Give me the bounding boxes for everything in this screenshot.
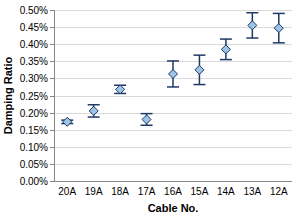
tick-label: 0.40% [20, 39, 48, 50]
tick-label: 0.10% [20, 142, 48, 153]
plot-marks [61, 13, 285, 127]
grid-line [54, 147, 292, 148]
error-cap [167, 86, 179, 88]
x-axis-title: Cable No. [148, 202, 199, 214]
category-label: 12A [270, 186, 288, 197]
tick-mark [50, 164, 54, 165]
grid-line [54, 113, 292, 114]
error-cap [193, 84, 205, 86]
tick-mark [50, 113, 54, 114]
error-cap [273, 42, 285, 44]
tick-mark [50, 147, 54, 148]
error-cap [88, 104, 100, 106]
data-point [63, 117, 72, 126]
error-cap [167, 60, 179, 62]
grid-line [54, 10, 292, 11]
category-label: 14A [217, 186, 235, 197]
error-cap [220, 38, 232, 40]
tick-mark [50, 44, 54, 45]
tick-mark [50, 61, 54, 62]
chart: 0.00% 0.05% 0.10% 0.15% 0.20% 0.25% 0.30% 0.35%… [0, 0, 298, 217]
grid-line [54, 181, 292, 182]
category-label: 18A [111, 186, 129, 197]
category-label: 15A [191, 186, 209, 197]
error-bar [220, 39, 232, 60]
y-axis [54, 10, 55, 181]
tick-mark [50, 181, 54, 182]
error-cap [246, 12, 258, 14]
error-bar [141, 114, 153, 126]
tick-mark [50, 96, 54, 97]
category-label: 20A [58, 186, 76, 197]
tick-label: 0.00% [20, 176, 48, 187]
error-bar [88, 105, 100, 117]
grid-line [54, 27, 292, 28]
error-cap [220, 59, 232, 61]
tick-label: 0.15% [20, 125, 48, 136]
tick-mark [50, 10, 54, 11]
x-axis [54, 181, 292, 182]
data-point [89, 106, 98, 115]
tick-label: 0.30% [20, 73, 48, 84]
category-label: 19A [85, 186, 103, 197]
data-point [142, 115, 151, 124]
data-point [195, 65, 204, 74]
tick-mark [50, 130, 54, 131]
error-bar [273, 13, 285, 42]
y-axis-title: Damping Ratio [2, 56, 14, 134]
error-bar [193, 55, 205, 84]
tick-label: 0.20% [20, 108, 48, 119]
data-point [274, 24, 283, 33]
error-cap [246, 37, 258, 39]
tick-mark [50, 78, 54, 79]
error-bar [114, 85, 126, 93]
category-label: 16A [164, 186, 182, 197]
error-bar [167, 61, 179, 87]
grid-line [54, 96, 292, 97]
grid-line [54, 130, 292, 131]
data-point [221, 45, 230, 54]
data-point [248, 21, 257, 30]
grid-line [54, 164, 292, 165]
tick-label: 0.25% [20, 91, 48, 102]
tick-mark [50, 27, 54, 28]
category-label: 13A [243, 186, 261, 197]
tick-label: 0.50% [20, 5, 48, 16]
tick-label: 0.45% [20, 22, 48, 33]
error-cap [193, 54, 205, 56]
error-bar [246, 13, 258, 38]
error-cap [273, 13, 285, 15]
data-point [116, 85, 125, 94]
error-cap [141, 125, 153, 127]
tick-label: 0.35% [20, 56, 48, 67]
grid-line [54, 44, 292, 45]
error-cap [141, 113, 153, 115]
tick-label: 0.05% [20, 159, 48, 170]
category-label: 17A [138, 186, 156, 197]
error-cap [88, 116, 100, 118]
data-point [169, 69, 178, 78]
